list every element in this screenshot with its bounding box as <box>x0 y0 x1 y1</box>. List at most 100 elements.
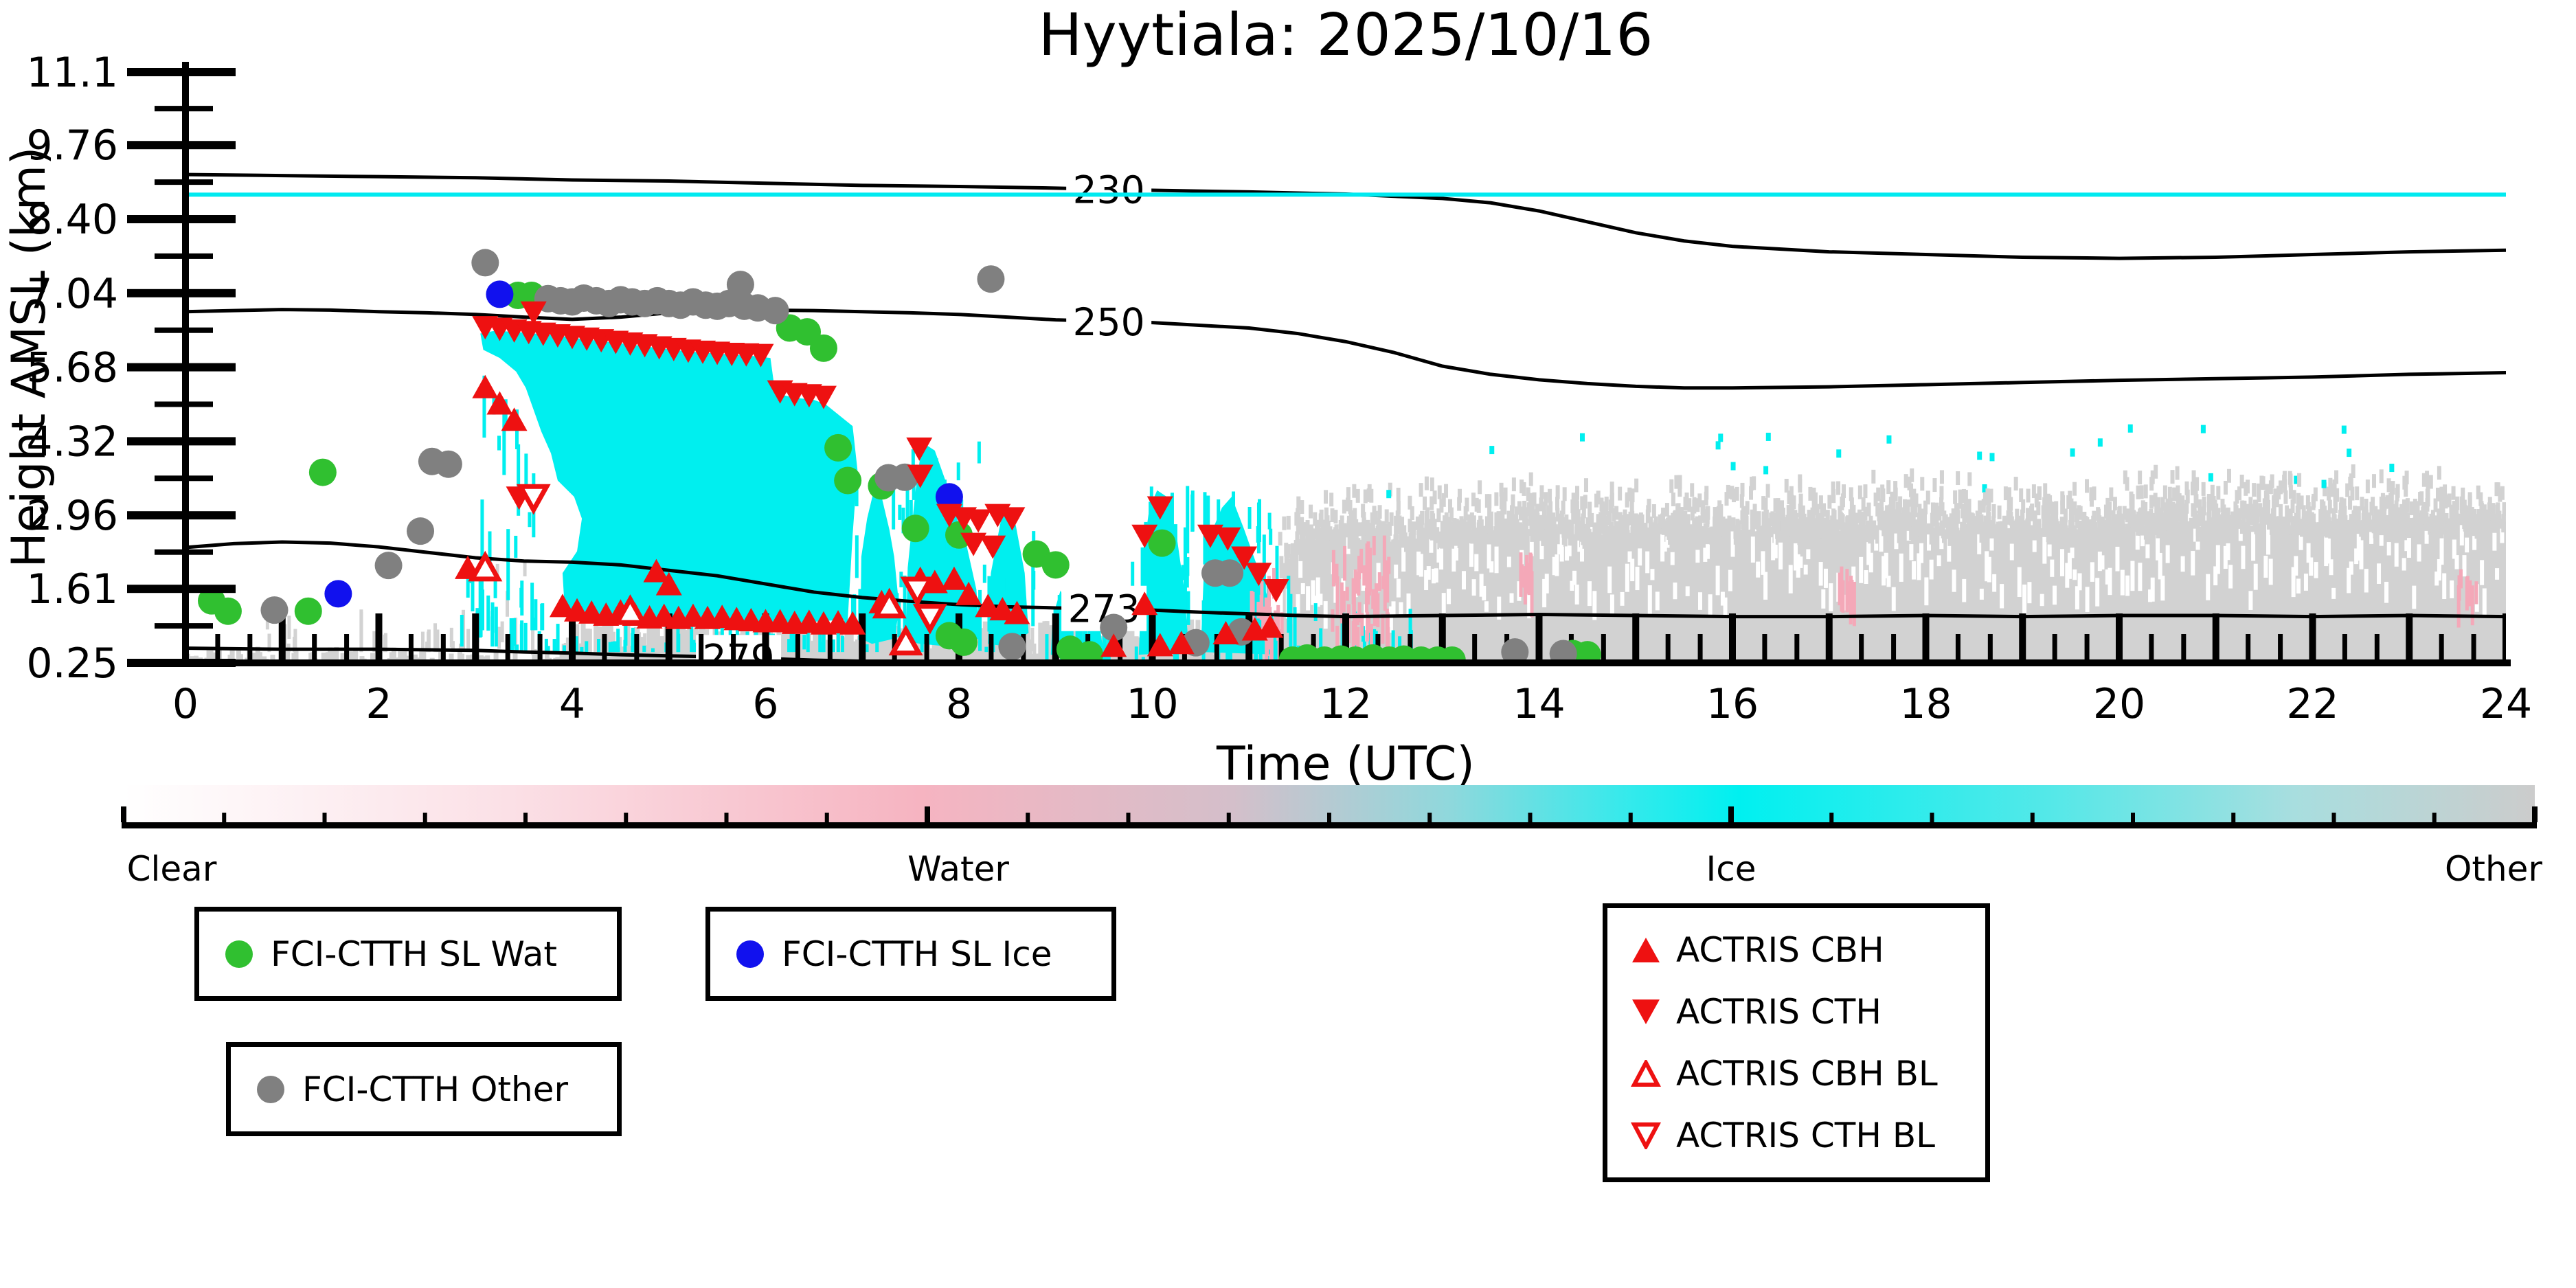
actris-cbh-bl-point <box>613 594 648 625</box>
actris-cbh-point <box>940 566 967 590</box>
y-tick-label: 8.40 <box>26 196 118 244</box>
colorbar-label-ice: Ice <box>1706 849 1756 889</box>
fci-sl-wat-point <box>308 458 337 486</box>
triangle-up-filled-icon <box>1632 938 1660 962</box>
y-tick-label: 11.1 <box>26 49 118 97</box>
x-tick-label: 14 <box>1513 680 1565 728</box>
actris-cbh-point <box>486 391 513 415</box>
x-tick-label: 0 <box>172 680 199 728</box>
legend-actris-cth-bl: ACTRIS CTH BL <box>1607 1116 1985 1155</box>
fci-sl-wat-point <box>1041 551 1070 579</box>
isotherm-230 <box>189 172 2506 260</box>
x-tick-label: 12 <box>1320 680 1372 728</box>
legend-actris: ACTRIS CBH ACTRIS CTH ACTRIS CBH BL ACTR… <box>1603 903 1990 1182</box>
legend-actris-cbh-bl: ACTRIS CBH BL <box>1607 1054 1985 1094</box>
legend-actris-cth-bl-label: ACTRIS CTH BL <box>1676 1116 1936 1155</box>
actris-cth-bl-point <box>516 484 551 515</box>
actris-cth-point <box>810 385 837 409</box>
fci-other-point <box>1549 640 1577 663</box>
actris-cbh-point <box>1131 591 1158 615</box>
fci-sl-wat-point <box>824 433 852 462</box>
gray-dot-icon <box>257 1075 284 1103</box>
y-tick-label: 0.25 <box>26 640 118 688</box>
page-title: Hyytiala: 2025/10/16 <box>1039 1 1653 69</box>
fci-other-point <box>1501 638 1529 663</box>
legend-fci-sl-ice-label: FCI-CTTH SL Ice <box>782 934 1052 974</box>
fci-other-point <box>1100 613 1128 642</box>
x-axis-label: Time (UTC) <box>1216 737 1475 791</box>
fci-other-point <box>726 271 754 299</box>
fci-sl-wat-point <box>1148 529 1176 557</box>
actris-cth-point <box>965 509 992 533</box>
colorbar-label-water: Water <box>907 849 1009 889</box>
actris-cth-point <box>1231 546 1258 570</box>
isotherm-label-250: 250 <box>1073 300 1145 344</box>
fci-other-point <box>434 450 462 478</box>
actris-cth-bl-point <box>900 576 935 608</box>
actris-cbh-point <box>1212 620 1239 644</box>
actris-cth-point <box>1146 496 1173 520</box>
actris-cth-point <box>960 532 987 556</box>
actris-cth-bl-point <box>912 604 947 635</box>
actris-cth-point <box>747 343 774 368</box>
actris-cth-point <box>1131 524 1158 548</box>
y-tick-label: 1.61 <box>26 565 118 613</box>
y-tick-label: 2.96 <box>26 492 118 540</box>
legend-actris-cth-label: ACTRIS CTH <box>1676 992 1882 1032</box>
fci-sl-ice-point <box>324 580 352 608</box>
y-axis-label: Height AMSL (km) <box>2 147 56 568</box>
colorbar-label-clear: Clear <box>127 849 217 889</box>
actris-cbh-point <box>501 407 528 431</box>
x-tick-label: 4 <box>559 680 585 728</box>
actris-cbh-point <box>956 581 982 605</box>
triangle-up-open-icon <box>1631 1060 1661 1087</box>
x-tick-label: 20 <box>2093 680 2145 728</box>
fci-sl-wat-point <box>950 628 978 656</box>
actris-cth-point <box>980 535 1006 559</box>
fci-other-point <box>471 249 499 277</box>
legend-actris-cbh: ACTRIS CBH <box>1607 930 1985 970</box>
fci-other-point <box>977 265 1005 293</box>
fci-sl-ice-point <box>935 483 963 511</box>
fci-other-point <box>407 517 435 545</box>
actris-cbh-point <box>1100 633 1127 657</box>
legend-fci-sl-ice: FCI-CTTH SL Ice <box>705 907 1116 1001</box>
actris-cbh-point <box>975 594 1002 618</box>
fci-sl-wat-point <box>1076 641 1104 663</box>
y-tick-label: 9.76 <box>26 122 118 170</box>
y-tick-label: 4.32 <box>26 418 118 466</box>
classification-mask <box>189 330 2506 663</box>
x-tick-label: 16 <box>1706 680 1759 728</box>
legend-actris-cbh-label: ACTRIS CBH <box>1676 930 1884 970</box>
actris-cth-point <box>1214 527 1241 551</box>
actris-cbh-bl-point <box>872 587 907 619</box>
actris-cbh-bl-point <box>888 624 923 656</box>
fci-other-point <box>260 596 289 624</box>
fci-sl-ice-point <box>486 280 514 308</box>
fci-sl-wat-point <box>901 515 929 543</box>
colorbar <box>121 785 2538 828</box>
fci-other-point <box>1216 559 1244 587</box>
actris-cbh-point <box>1257 614 1284 638</box>
fci-sl-wat-point <box>809 334 837 362</box>
actris-cth-point <box>1263 578 1289 602</box>
isotherm-250 <box>189 308 2506 390</box>
blue-dot-icon <box>736 940 764 968</box>
legend-actris-cth: ACTRIS CTH <box>1607 992 1985 1032</box>
legend-fci-other-label: FCI-CTTH Other <box>302 1069 569 1109</box>
fci-other-point <box>761 297 789 325</box>
legend-fci-other: FCI-CTTH Other <box>226 1042 622 1136</box>
x-tick-label: 6 <box>752 680 778 728</box>
green-dot-icon <box>225 940 253 968</box>
bottom-spine <box>182 659 2511 666</box>
colorbar-axis-line <box>122 822 2537 828</box>
x-tick-label: 24 <box>2480 680 2532 728</box>
triangle-down-filled-icon <box>1632 999 1660 1024</box>
actris-cth-point <box>520 301 547 325</box>
actris-cbh-point <box>989 597 1016 621</box>
actris-cbh-point <box>643 558 670 583</box>
actris-cth-point <box>906 437 933 461</box>
fci-other-point <box>998 633 1026 661</box>
